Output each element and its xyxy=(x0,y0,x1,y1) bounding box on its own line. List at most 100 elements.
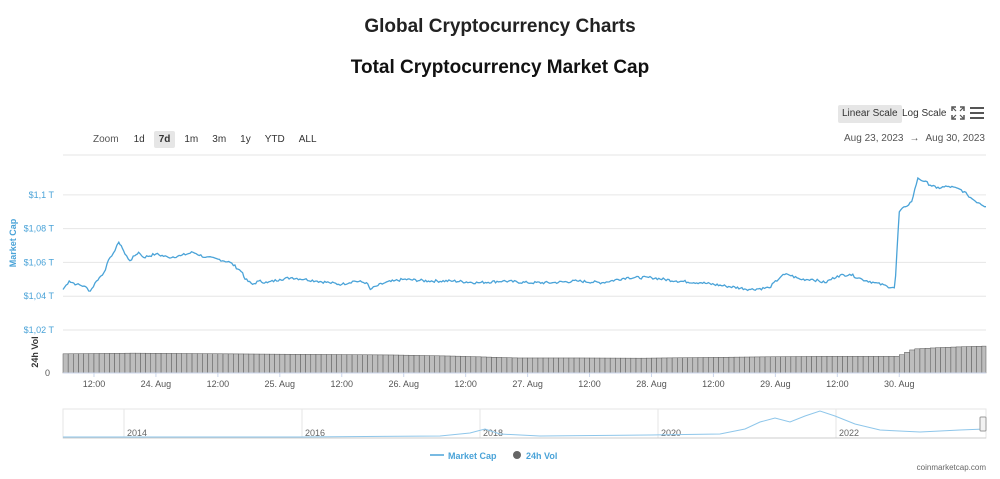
volume-bar xyxy=(269,353,275,374)
date-range-to[interactable]: Aug 30, 2023 xyxy=(925,133,986,144)
volume-bar xyxy=(862,356,869,374)
volume-bar xyxy=(413,355,420,374)
volume-bar xyxy=(563,357,570,374)
volume-bar xyxy=(966,346,972,374)
volume-bar xyxy=(486,356,492,374)
volume-bar xyxy=(759,356,766,374)
y-tick-label: $1,04 T xyxy=(24,291,55,301)
volume-bar xyxy=(744,356,750,374)
date-range[interactable]: Aug 23, 2023 → Aug 30, 2023 xyxy=(844,133,985,144)
zoom-ytd-button[interactable]: YTD xyxy=(264,134,285,145)
volume-tick-label: 0 xyxy=(45,368,50,378)
volume-bar xyxy=(506,357,513,374)
zoom-1d-button[interactable]: 1d xyxy=(133,134,145,145)
volume-bar xyxy=(578,357,585,374)
volume-bar xyxy=(909,349,916,374)
x-tick-label: 25. Aug xyxy=(265,379,296,389)
volume-bar xyxy=(847,356,854,374)
volume-bar xyxy=(171,353,177,374)
volume-bar xyxy=(346,354,353,374)
volume-bar xyxy=(837,356,843,374)
legend-item-market-cap: Market Cap xyxy=(448,451,497,461)
volume-bar xyxy=(320,354,327,374)
volume-bar xyxy=(929,347,936,374)
log-scale-button[interactable]: Log Scale xyxy=(902,108,947,119)
legend-swatch-volume xyxy=(513,451,521,459)
volume-bar xyxy=(646,357,652,374)
x-tick-label: 12:00 xyxy=(702,379,725,389)
volume-bar xyxy=(625,357,632,374)
volume-bar xyxy=(806,356,812,374)
navigator-line xyxy=(63,410,986,438)
volume-bar xyxy=(439,355,446,374)
zoom-1y-button[interactable]: 1y xyxy=(240,134,251,145)
legend-item-volume: 24h Vol xyxy=(526,451,557,461)
volume-bar xyxy=(129,352,136,374)
zoom-7d-button[interactable]: 7d xyxy=(153,131,176,148)
linear-scale-button[interactable]: Linear Scale xyxy=(838,105,902,123)
volume-bar xyxy=(738,356,745,374)
volume-bar xyxy=(98,353,105,374)
volume-bar xyxy=(816,356,823,374)
volume-bar xyxy=(480,356,487,374)
volume-bar xyxy=(924,347,931,374)
volume-bar xyxy=(356,354,363,374)
volume-bar xyxy=(351,354,358,374)
volume-bar xyxy=(893,356,900,374)
zoom-3m-button[interactable]: 3m xyxy=(212,134,227,145)
volume-bar xyxy=(651,357,657,374)
volume-bar xyxy=(842,356,848,374)
date-range-from[interactable]: Aug 23, 2023 xyxy=(844,133,904,144)
volume-bar xyxy=(609,357,616,374)
volume-bar xyxy=(78,353,84,374)
volume-bar xyxy=(227,353,234,374)
volume-bar xyxy=(491,357,497,374)
navigator-tick-label: 2022 xyxy=(839,428,859,438)
volume-bar xyxy=(444,355,451,374)
volume-bar xyxy=(527,357,534,374)
volume-bar xyxy=(284,353,291,374)
volume-bar xyxy=(155,353,162,374)
navigator-handle xyxy=(979,416,987,432)
volume-bar xyxy=(119,352,126,374)
volume-bar xyxy=(315,354,322,374)
volume-bar xyxy=(186,353,193,374)
y-tick-label: $1,06 T xyxy=(24,257,55,267)
volume-bars xyxy=(62,345,987,374)
x-tick-label: 29. Aug xyxy=(760,379,791,389)
fullscreen-icon[interactable] xyxy=(951,106,965,120)
menu-icon[interactable] xyxy=(970,107,984,119)
volume-bar xyxy=(424,355,430,374)
volume-bar xyxy=(888,356,895,374)
volume-bar xyxy=(935,347,941,374)
volume-bar xyxy=(517,357,523,374)
y-tick-label: $1,1 T xyxy=(29,190,55,200)
volume-bar xyxy=(821,356,828,374)
volume-bar xyxy=(326,354,332,374)
volume-bar xyxy=(408,355,415,374)
volume-bar xyxy=(769,356,776,374)
zoom-1m-button[interactable]: 1m xyxy=(184,134,199,145)
volume-bar xyxy=(640,357,647,374)
volume-bar xyxy=(455,355,461,374)
volume-bar xyxy=(67,353,74,374)
volume-bar xyxy=(615,357,621,374)
volume-bar xyxy=(955,346,962,374)
volume-bar xyxy=(279,353,286,374)
volume-bar xyxy=(73,353,79,374)
volume-bar xyxy=(434,355,441,374)
volume-bar xyxy=(899,354,905,374)
volume-bar xyxy=(243,353,250,374)
volume-bar xyxy=(475,356,482,374)
volume-bar xyxy=(542,357,549,374)
volume-bar xyxy=(181,353,188,374)
volume-bar xyxy=(367,354,373,374)
volume-bar xyxy=(960,346,967,374)
volume-bar xyxy=(429,355,435,374)
volume-bar xyxy=(811,356,817,374)
volume-bar xyxy=(305,354,312,374)
zoom-all-button[interactable]: ALL xyxy=(298,134,317,145)
volume-bar xyxy=(109,353,115,374)
volume-bar xyxy=(124,352,131,374)
